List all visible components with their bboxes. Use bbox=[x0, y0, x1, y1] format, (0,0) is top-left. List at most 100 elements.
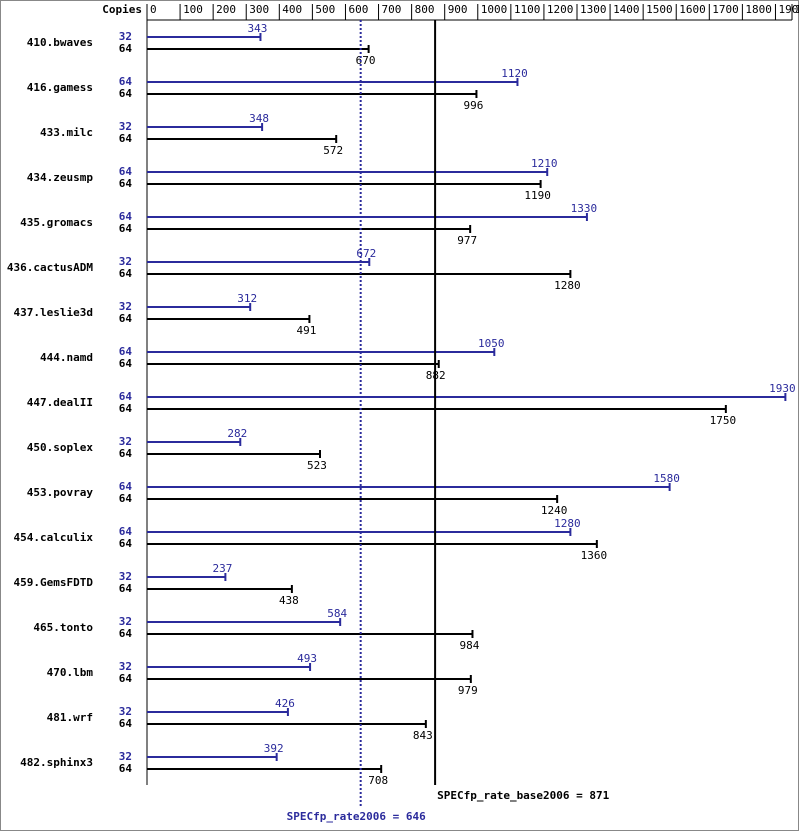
copies-label: 64 bbox=[119, 345, 133, 358]
value-label: 1930 bbox=[769, 382, 796, 395]
x-tick-label: 400 bbox=[282, 3, 302, 16]
x-tick-label: 100 bbox=[183, 3, 203, 16]
x-tick-label: 700 bbox=[382, 3, 402, 16]
copies-label: 64 bbox=[119, 87, 133, 100]
copies-label: 32 bbox=[119, 660, 132, 673]
benchmark-label: 435.gromacs bbox=[20, 216, 93, 229]
benchmark-label: 450.soplex bbox=[27, 441, 94, 454]
benchmark-label: 447.dealII bbox=[27, 396, 93, 409]
value-label: 523 bbox=[307, 459, 327, 472]
value-label: 438 bbox=[279, 594, 299, 607]
x-tick-label: 1950 bbox=[795, 3, 799, 16]
copies-label: 64 bbox=[119, 165, 133, 178]
x-tick-label: 1900 bbox=[778, 3, 799, 16]
copies-label: 64 bbox=[119, 492, 133, 505]
value-label: 572 bbox=[323, 144, 343, 157]
copies-label: 64 bbox=[119, 222, 133, 235]
x-tick-label: 1700 bbox=[712, 3, 739, 16]
copies-label: 32 bbox=[119, 255, 132, 268]
x-tick-label: 1200 bbox=[547, 3, 574, 16]
value-label: 426 bbox=[275, 697, 295, 710]
x-tick-label: 300 bbox=[249, 3, 269, 16]
copies-label: 64 bbox=[119, 582, 133, 595]
benchmark-label: 470.lbm bbox=[47, 666, 94, 679]
value-label: 1580 bbox=[653, 472, 680, 485]
copies-label: 32 bbox=[119, 435, 132, 448]
benchmark-label: 433.milc bbox=[40, 126, 93, 139]
benchmark-label: 459.GemsFDTD bbox=[14, 576, 94, 589]
value-label: 979 bbox=[458, 684, 478, 697]
value-label: 1050 bbox=[478, 337, 505, 350]
x-tick-label: 500 bbox=[315, 3, 335, 16]
copies-label: 64 bbox=[119, 537, 133, 550]
copies-label: 32 bbox=[119, 120, 132, 133]
value-label: 282 bbox=[227, 427, 247, 440]
x-tick-label: 0 bbox=[150, 3, 157, 16]
value-label: 1750 bbox=[710, 414, 737, 427]
copies-label: 32 bbox=[119, 300, 132, 313]
x-tick-label: 1600 bbox=[679, 3, 706, 16]
copies-label: 64 bbox=[119, 627, 133, 640]
copies-label: 64 bbox=[119, 447, 133, 460]
copies-label: 64 bbox=[119, 390, 133, 403]
copies-label: 64 bbox=[119, 480, 133, 493]
value-label: 672 bbox=[356, 247, 376, 260]
benchmark-label: 444.namd bbox=[40, 351, 93, 364]
value-label: 1120 bbox=[501, 67, 528, 80]
x-tick-label: 900 bbox=[448, 3, 468, 16]
x-tick-label: 800 bbox=[415, 3, 435, 16]
copies-label: 32 bbox=[119, 750, 132, 763]
value-label: 491 bbox=[296, 324, 316, 337]
value-label: 1330 bbox=[571, 202, 598, 215]
copies-label: 64 bbox=[119, 525, 133, 538]
copies-label: 64 bbox=[119, 132, 133, 145]
copies-label: 64 bbox=[119, 75, 133, 88]
benchmark-label: 482.sphinx3 bbox=[20, 756, 93, 769]
value-label: 392 bbox=[264, 742, 284, 755]
value-label: 1360 bbox=[581, 549, 608, 562]
benchmark-label: 481.wrf bbox=[47, 711, 93, 724]
benchmark-label: 454.calculix bbox=[14, 531, 94, 544]
benchmark-label: 465.tonto bbox=[33, 621, 93, 634]
copies-label: 64 bbox=[119, 672, 133, 685]
copies-label: 32 bbox=[119, 615, 132, 628]
benchmark-label: 434.zeusmp bbox=[27, 171, 94, 184]
x-tick-label: 1300 bbox=[580, 3, 607, 16]
benchmark-label: 436.cactusADM bbox=[7, 261, 93, 274]
copies-label: 32 bbox=[119, 30, 132, 43]
benchmark-label: 410.bwaves bbox=[27, 36, 93, 49]
value-label: 343 bbox=[248, 22, 268, 35]
value-label: 1190 bbox=[524, 189, 551, 202]
value-label: 1280 bbox=[554, 279, 581, 292]
value-label: 237 bbox=[212, 562, 232, 575]
x-tick-label: 1000 bbox=[481, 3, 508, 16]
x-tick-label: 200 bbox=[216, 3, 236, 16]
value-label: 1280 bbox=[554, 517, 581, 530]
copies-label: 64 bbox=[119, 402, 133, 415]
value-label: 312 bbox=[237, 292, 257, 305]
copies-label: 64 bbox=[119, 357, 133, 370]
copies-label: 64 bbox=[119, 312, 133, 325]
copies-label: 64 bbox=[119, 210, 133, 223]
reference-label: SPECfp_rate2006 = 646 bbox=[287, 810, 426, 823]
benchmark-label: 437.leslie3d bbox=[14, 306, 93, 319]
x-tick-label: 600 bbox=[348, 3, 368, 16]
copies-header: Copies bbox=[102, 3, 142, 16]
copies-label: 64 bbox=[119, 42, 133, 55]
value-label: 670 bbox=[356, 54, 376, 67]
benchmark-label: 416.gamess bbox=[27, 81, 93, 94]
copies-label: 32 bbox=[119, 570, 132, 583]
value-label: 996 bbox=[464, 99, 484, 112]
x-tick-label: 1800 bbox=[745, 3, 772, 16]
value-label: 1210 bbox=[531, 157, 558, 170]
value-label: 984 bbox=[460, 639, 480, 652]
benchmark-label: 453.povray bbox=[27, 486, 94, 499]
copies-label: 64 bbox=[119, 267, 133, 280]
value-label: 1240 bbox=[541, 504, 568, 517]
value-label: 708 bbox=[368, 774, 388, 787]
x-tick-label: 1500 bbox=[646, 3, 673, 16]
value-label: 977 bbox=[457, 234, 477, 247]
copies-label: 64 bbox=[119, 762, 133, 775]
